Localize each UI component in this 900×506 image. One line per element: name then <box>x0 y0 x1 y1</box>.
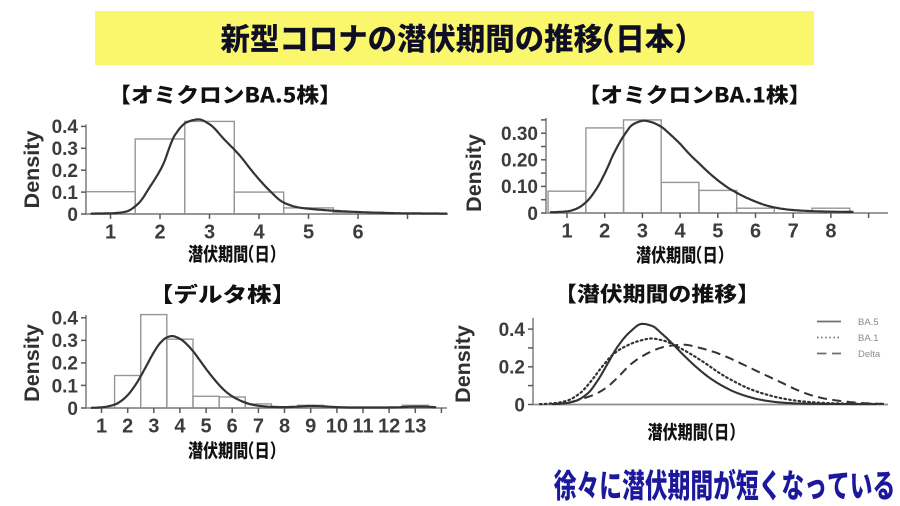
svg-text:12: 12 <box>378 416 400 438</box>
svg-text:Density: Density <box>451 325 475 403</box>
svg-text:3: 3 <box>637 221 648 243</box>
svg-text:1: 1 <box>105 222 116 244</box>
svg-text:8: 8 <box>279 416 290 438</box>
svg-text:6: 6 <box>227 416 238 438</box>
svg-text:Density: Density <box>462 134 486 212</box>
svg-text:0.30: 0.30 <box>501 124 538 145</box>
svg-text:7: 7 <box>788 221 799 243</box>
svg-text:3: 3 <box>204 222 215 244</box>
svg-text:BA.1: BA.1 <box>858 333 879 344</box>
svg-text:10: 10 <box>326 416 348 438</box>
svg-text:0.4: 0.4 <box>52 117 79 138</box>
svg-text:Delta: Delta <box>858 349 881 360</box>
svg-text:3: 3 <box>148 416 159 438</box>
svg-text:0.1: 0.1 <box>52 376 79 397</box>
svg-text:0.1: 0.1 <box>52 183 79 204</box>
svg-text:2: 2 <box>122 416 133 438</box>
svg-text:0.3: 0.3 <box>52 331 78 352</box>
svg-text:0.4: 0.4 <box>499 320 526 341</box>
svg-text:13: 13 <box>404 416 426 438</box>
svg-text:Density: Density <box>20 131 44 209</box>
svg-text:0.4: 0.4 <box>52 309 79 330</box>
svg-text:0: 0 <box>527 204 538 225</box>
svg-text:0.2: 0.2 <box>499 358 525 379</box>
svg-text:6: 6 <box>750 221 761 243</box>
svg-text:1: 1 <box>561 221 572 243</box>
svg-text:0: 0 <box>514 395 525 416</box>
svg-text:9: 9 <box>305 416 316 438</box>
svg-text:0.2: 0.2 <box>52 354 78 375</box>
svg-text:0: 0 <box>67 399 78 420</box>
svg-text:11: 11 <box>352 416 373 438</box>
svg-text:2: 2 <box>599 221 610 243</box>
svg-text:5: 5 <box>712 221 723 243</box>
svg-text:4: 4 <box>253 222 265 244</box>
svg-text:Density: Density <box>20 324 44 402</box>
svg-text:BA.5: BA.5 <box>858 317 879 328</box>
svg-text:4: 4 <box>675 221 687 243</box>
svg-text:7: 7 <box>253 416 264 438</box>
svg-text:0.3: 0.3 <box>52 139 78 160</box>
svg-text:0.2: 0.2 <box>52 161 78 182</box>
svg-text:0: 0 <box>67 205 78 226</box>
svg-text:1: 1 <box>96 416 107 438</box>
svg-text:5: 5 <box>201 416 212 438</box>
svg-text:2: 2 <box>154 222 165 244</box>
svg-text:6: 6 <box>352 222 363 244</box>
svg-text:5: 5 <box>303 222 314 244</box>
svg-text:4: 4 <box>174 416 186 438</box>
svg-text:0.20: 0.20 <box>501 151 538 172</box>
svg-text:0.10: 0.10 <box>501 177 538 198</box>
svg-text:8: 8 <box>825 221 836 243</box>
